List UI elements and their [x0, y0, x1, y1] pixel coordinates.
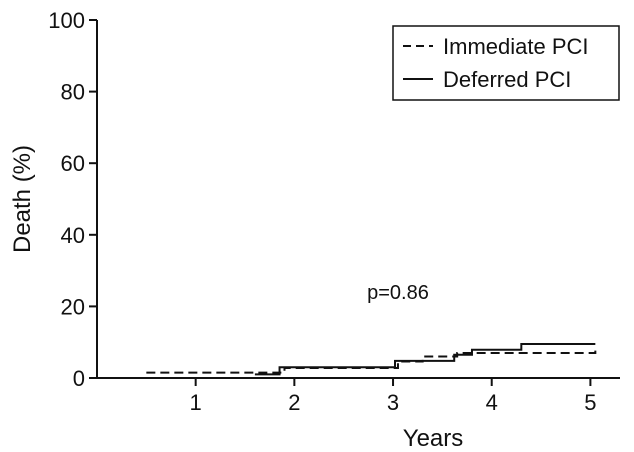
plot-area [146, 342, 597, 376]
series-line-immediate-pci [146, 347, 597, 374]
y-axis-label: Death (%) [9, 145, 36, 253]
y-tick-label: 40 [61, 223, 85, 248]
legend-label: Deferred PCI [443, 67, 571, 92]
x-tick-label: 3 [387, 390, 399, 415]
x-tick-label: 4 [486, 390, 498, 415]
legend-box [392, 25, 620, 101]
legend-label: Immediate PCI [443, 34, 589, 59]
y-tick-label: 80 [61, 80, 85, 105]
y-tick-label: 20 [61, 294, 85, 319]
x-tick-label: 2 [288, 390, 300, 415]
y-tick-label: 0 [73, 366, 85, 391]
x-tick-label: 1 [190, 390, 202, 415]
p-value-annotation: p=0.86 [367, 282, 429, 304]
series-line-deferred-pci [254, 342, 596, 376]
x-tick-label: 5 [584, 390, 596, 415]
y-tick-label: 60 [61, 151, 85, 176]
x-axis-label: Years [403, 425, 464, 452]
axes: 0 20 40 60 80 100 1 2 3 4 5 [48, 8, 620, 415]
legend: Immediate PCI Deferred PCI [392, 25, 620, 101]
y-tick-label: 100 [48, 8, 85, 33]
